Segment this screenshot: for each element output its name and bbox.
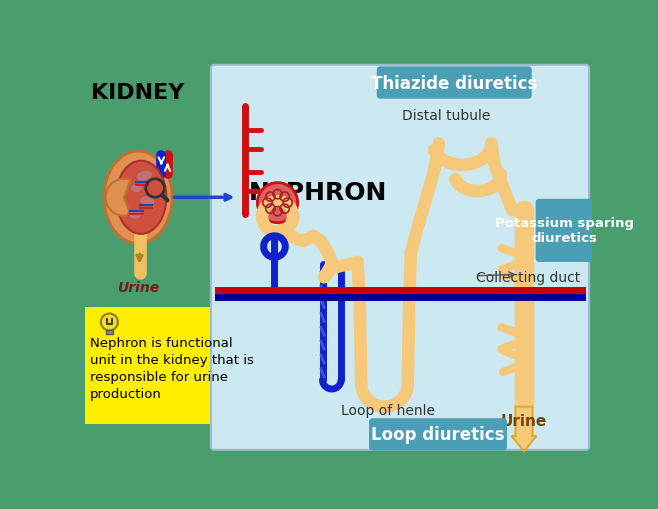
Text: Distal tubule: Distal tubule xyxy=(402,109,491,123)
Ellipse shape xyxy=(136,171,153,182)
Text: Loop of henle: Loop of henle xyxy=(342,403,436,417)
Text: Collecting duct: Collecting duct xyxy=(476,271,580,285)
Ellipse shape xyxy=(130,184,143,193)
Wedge shape xyxy=(105,180,130,216)
FancyBboxPatch shape xyxy=(105,330,113,334)
Text: Thiazide diuretics: Thiazide diuretics xyxy=(371,74,538,92)
Text: Nephron is functional
unit in the kidney that is
responsible for urine
productio: Nephron is functional unit in the kidney… xyxy=(90,336,254,400)
FancyBboxPatch shape xyxy=(369,418,507,450)
Text: Urine: Urine xyxy=(501,413,547,428)
FancyBboxPatch shape xyxy=(211,66,589,450)
FancyBboxPatch shape xyxy=(377,67,532,99)
Text: Loop diuretics: Loop diuretics xyxy=(371,426,505,443)
Text: Potassium sparing
diuretics: Potassium sparing diuretics xyxy=(495,217,634,245)
Text: NEPHRON: NEPHRON xyxy=(249,180,388,204)
Circle shape xyxy=(257,183,297,223)
Ellipse shape xyxy=(128,210,142,220)
Ellipse shape xyxy=(139,196,155,207)
FancyBboxPatch shape xyxy=(536,200,594,263)
Ellipse shape xyxy=(104,152,172,244)
Ellipse shape xyxy=(116,161,166,234)
FancyBboxPatch shape xyxy=(85,307,210,424)
Circle shape xyxy=(101,314,118,331)
FancyArrow shape xyxy=(512,407,536,451)
Text: Urine: Urine xyxy=(117,281,159,295)
Text: KIDNEY: KIDNEY xyxy=(91,82,185,102)
